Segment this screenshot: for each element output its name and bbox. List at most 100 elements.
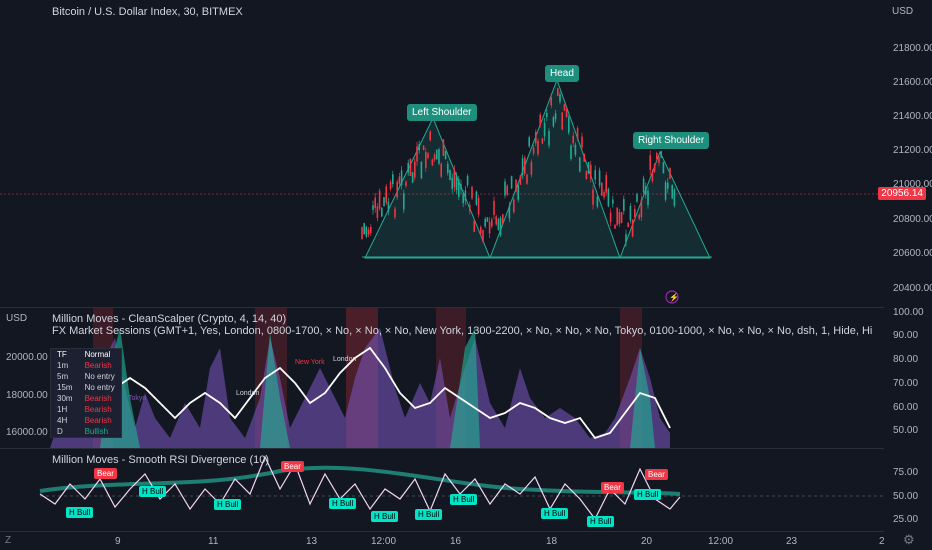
candle-body xyxy=(616,207,618,226)
pane2-tick: 80.00 xyxy=(893,354,919,365)
main-price-chart[interactable]: ⚡ xyxy=(0,0,884,308)
candle-body xyxy=(374,197,376,208)
time-tick: 23 xyxy=(786,536,798,547)
candle-body xyxy=(559,94,561,102)
candle-body xyxy=(387,201,390,212)
candle-body xyxy=(612,199,614,204)
candle-body xyxy=(409,158,412,176)
trend-cell: No entry xyxy=(84,372,115,381)
candle-body xyxy=(587,162,590,174)
candle-body xyxy=(462,193,464,204)
time-tick: 20 xyxy=(641,536,653,547)
candle-body xyxy=(640,199,643,218)
pane-divider[interactable] xyxy=(0,448,884,449)
candle-body xyxy=(554,113,557,120)
candle-body xyxy=(378,190,381,209)
candle-body xyxy=(517,185,519,200)
candle-body xyxy=(464,190,467,201)
candle-body xyxy=(449,170,451,180)
pane2-tick: 50.00 xyxy=(893,425,919,436)
candle-body xyxy=(565,108,568,118)
trend-cell: Bearish xyxy=(84,361,112,370)
session-label: New York xyxy=(295,359,325,366)
candle-body xyxy=(634,208,636,217)
h-bull-label: H Bull xyxy=(371,511,399,522)
candle-body xyxy=(638,214,640,219)
time-tick: 12:00 xyxy=(371,536,397,547)
candle-body xyxy=(502,214,504,225)
price-tick: 20800.00 xyxy=(893,214,932,225)
candle-body xyxy=(469,204,471,212)
candle-body xyxy=(603,192,605,198)
candle-body xyxy=(370,226,372,234)
time-tick: 16 xyxy=(450,536,462,547)
candle-body xyxy=(473,220,475,232)
cleanscalper-pane[interactable] xyxy=(0,308,884,448)
candle-body xyxy=(653,164,656,172)
price-tick: 21800.00 xyxy=(893,43,932,54)
bear-label: Bear xyxy=(94,468,117,479)
rsi-tick: 75.00 xyxy=(893,467,919,478)
candle-body xyxy=(486,217,489,222)
candle-body xyxy=(416,146,418,162)
head-triangle xyxy=(489,78,621,259)
candle-body xyxy=(488,221,491,234)
candle-body xyxy=(400,170,403,186)
lightning-icon xyxy=(665,290,679,304)
candle-body xyxy=(669,167,671,179)
candle-body xyxy=(491,219,493,227)
table-row: D Bullish xyxy=(51,426,121,437)
rsi-tick: 50.00 xyxy=(893,491,919,502)
candle-body xyxy=(365,227,368,237)
settings-gear-icon[interactable]: ⚙ xyxy=(903,532,915,547)
candle-body xyxy=(557,88,559,96)
oscillator-area xyxy=(50,328,670,448)
candle-body xyxy=(583,153,585,162)
candle-body xyxy=(625,234,627,243)
pane2-tick: 60.00 xyxy=(893,402,919,413)
candle-body xyxy=(594,170,596,180)
candle-body xyxy=(519,175,522,185)
pane2-currency: USD xyxy=(6,313,28,324)
time-axis-divider xyxy=(0,531,884,532)
candle-body xyxy=(367,229,370,235)
candle-body xyxy=(631,219,634,237)
candle-body xyxy=(510,176,513,189)
candle-body xyxy=(568,117,570,133)
candle-body xyxy=(576,128,579,139)
candle-body xyxy=(581,136,583,147)
tf-cell: 4H xyxy=(57,416,68,425)
candle-body xyxy=(442,139,445,156)
candle-body xyxy=(508,205,511,219)
candle-body xyxy=(673,189,676,206)
candle-body xyxy=(546,112,548,117)
price-tick: 21000.00 xyxy=(893,179,932,190)
h-bull-label: H Bull xyxy=(329,498,357,509)
candle-body xyxy=(607,188,610,207)
bear-label: Bear xyxy=(281,461,304,472)
candle-body xyxy=(392,174,394,185)
rsi-smooth-band xyxy=(39,465,681,496)
pane-divider[interactable] xyxy=(0,307,884,308)
candle-body xyxy=(411,172,414,183)
trend-cell: No entry xyxy=(84,383,115,392)
candle-body xyxy=(539,114,541,126)
candle-body xyxy=(381,207,383,217)
candle-body xyxy=(433,154,436,160)
candle-body xyxy=(671,185,673,199)
main-chart-title: Bitcoin / U.S. Dollar Index, 30, BITMEX xyxy=(52,6,243,18)
candle-body xyxy=(407,163,409,173)
candle-body xyxy=(579,157,581,172)
candle-body xyxy=(618,211,621,224)
h-bull-label: H Bull xyxy=(634,489,662,500)
candle-body xyxy=(605,175,607,193)
h-bull-label: H Bull xyxy=(214,499,242,510)
current-price-tag: 20956.14 xyxy=(878,187,926,200)
candle-body xyxy=(389,181,392,189)
price-tick: 20600.00 xyxy=(893,248,932,259)
candle-body xyxy=(620,212,623,223)
candle-body xyxy=(403,193,405,210)
timezone-icon[interactable]: Z xyxy=(5,535,12,546)
h-bull-label: H Bull xyxy=(450,494,478,505)
candle-body xyxy=(513,199,515,213)
